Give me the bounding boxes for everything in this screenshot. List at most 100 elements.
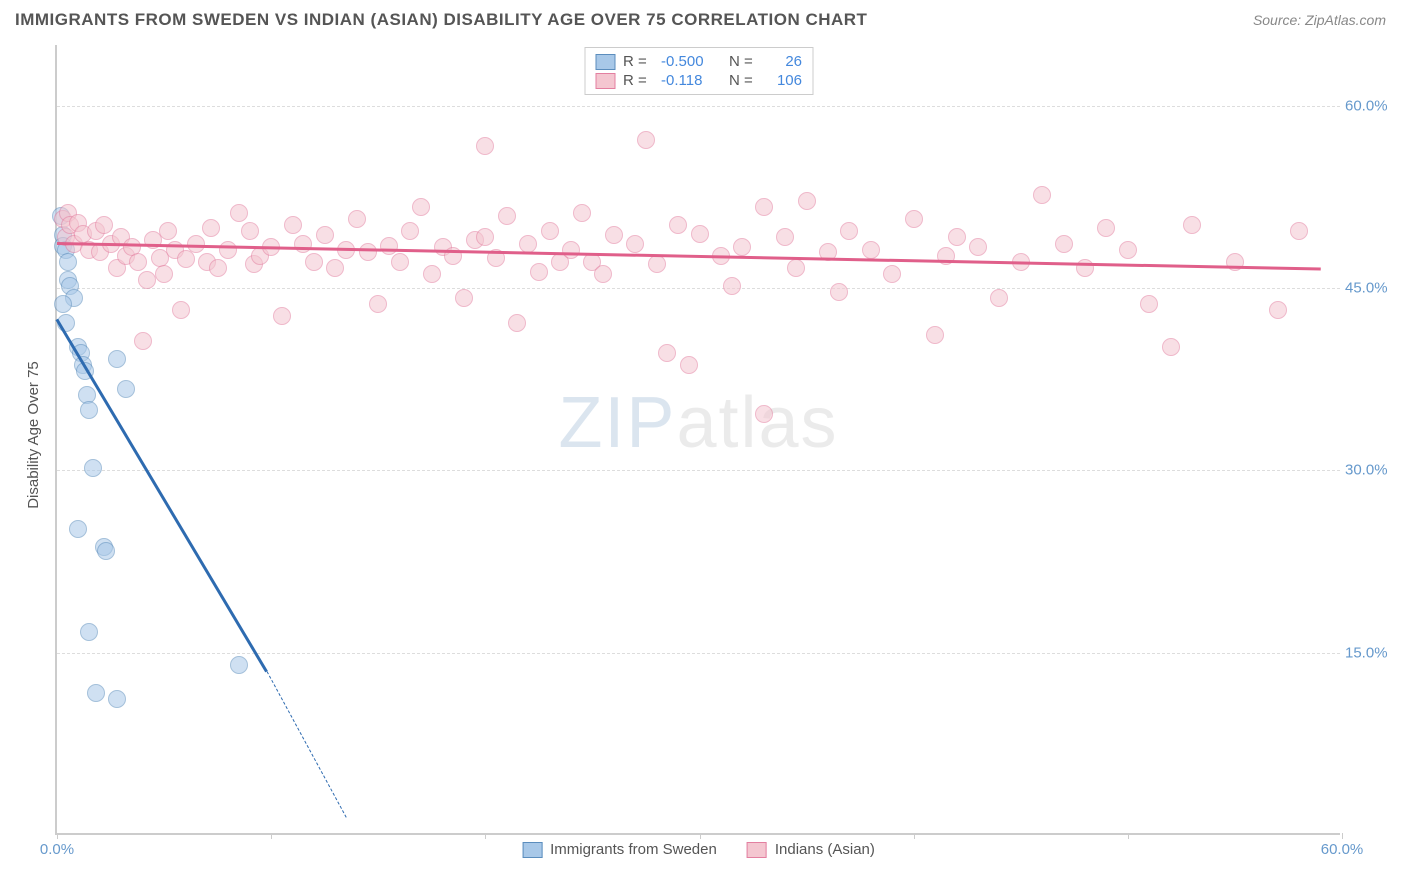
data-point (230, 656, 248, 674)
data-point (159, 222, 177, 240)
data-point (284, 216, 302, 234)
data-point (883, 265, 901, 283)
y-tick-label: 30.0% (1345, 462, 1395, 479)
data-point (187, 235, 205, 253)
data-point (1076, 259, 1094, 277)
data-point (1119, 241, 1137, 259)
data-point (108, 690, 126, 708)
n-value: 106 (767, 72, 802, 89)
data-point (519, 235, 537, 253)
data-point (787, 259, 805, 277)
x-tick-label: 60.0% (1321, 841, 1364, 858)
legend-series: Immigrants from Sweden Indians (Asian) (522, 841, 875, 858)
x-tick-label: 0.0% (40, 841, 74, 858)
data-point (755, 405, 773, 423)
data-point (138, 271, 156, 289)
legend-correlation: R = -0.500 N = 26R = -0.118 N = 106 (584, 47, 813, 95)
y-tick-label: 60.0% (1345, 97, 1395, 114)
data-point (155, 265, 173, 283)
data-point (905, 210, 923, 228)
n-value: 26 (767, 53, 802, 70)
legend-swatch (595, 73, 615, 89)
legend-correlation-row: R =-0.500N =26 (595, 52, 802, 71)
data-point (969, 238, 987, 256)
data-point (1269, 301, 1287, 319)
x-tick (57, 833, 58, 839)
data-point (455, 289, 473, 307)
data-point (541, 222, 559, 240)
data-point (862, 241, 880, 259)
gridline (57, 288, 1340, 289)
data-point (59, 253, 77, 271)
data-point (117, 380, 135, 398)
legend-series-label: Immigrants from Sweden (550, 841, 717, 858)
data-point (1055, 235, 1073, 253)
data-point (1183, 216, 1201, 234)
gridline (57, 470, 1340, 471)
data-point (990, 289, 1008, 307)
data-point (1097, 219, 1115, 237)
data-point (830, 283, 848, 301)
data-point (401, 222, 419, 240)
n-label: N = (729, 72, 759, 89)
data-point (926, 326, 944, 344)
data-point (658, 344, 676, 362)
data-point (80, 623, 98, 641)
legend-swatch (595, 54, 615, 70)
x-tick (700, 833, 701, 839)
data-point (108, 350, 126, 368)
data-point (230, 204, 248, 222)
data-point (294, 235, 312, 253)
legend-series-item: Immigrants from Sweden (522, 841, 717, 858)
legend-swatch (747, 842, 767, 858)
data-point (948, 228, 966, 246)
r-value: -0.500 (661, 53, 721, 70)
data-point (172, 301, 190, 319)
legend-swatch (522, 842, 542, 858)
watermark-atlas: atlas (676, 383, 838, 463)
trend-line (56, 319, 268, 673)
data-point (669, 216, 687, 234)
data-point (209, 259, 227, 277)
data-point (391, 253, 409, 271)
data-point (369, 295, 387, 313)
data-point (87, 684, 105, 702)
x-tick (1342, 833, 1343, 839)
data-point (648, 255, 666, 273)
data-point (476, 137, 494, 155)
data-point (562, 241, 580, 259)
data-point (637, 131, 655, 149)
data-point (241, 222, 259, 240)
data-point (573, 204, 591, 222)
legend-series-label: Indians (Asian) (775, 841, 875, 858)
data-point (1162, 338, 1180, 356)
x-tick (914, 833, 915, 839)
y-axis-label: Disability Age Over 75 (25, 361, 42, 509)
gridline (57, 653, 1340, 654)
r-value: -0.118 (661, 72, 721, 89)
chart-title: IMMIGRANTS FROM SWEDEN VS INDIAN (ASIAN)… (15, 10, 867, 30)
watermark-zip: ZIP (558, 383, 676, 463)
data-point (326, 259, 344, 277)
data-point (1290, 222, 1308, 240)
chart-container: Disability Age Over 75 ZIPatlas R = -0.50… (0, 35, 1406, 875)
trend-line-extrapolated (266, 671, 346, 817)
data-point (755, 198, 773, 216)
data-point (54, 295, 72, 313)
data-point (177, 250, 195, 268)
data-point (305, 253, 323, 271)
x-tick (485, 833, 486, 839)
header: IMMIGRANTS FROM SWEDEN VS INDIAN (ASIAN)… (0, 0, 1406, 35)
data-point (691, 225, 709, 243)
data-point (723, 277, 741, 295)
data-point (423, 265, 441, 283)
source-label: Source: ZipAtlas.com (1253, 12, 1386, 28)
data-point (202, 219, 220, 237)
data-point (626, 235, 644, 253)
data-point (97, 542, 115, 560)
plot-area: ZIPatlas R =-0.500N =26R =-0.118N =106 I… (55, 45, 1340, 835)
r-label: R = (623, 53, 653, 70)
legend-correlation-row: R = -0.118 N = 106 (595, 71, 802, 90)
r-label: R = (623, 72, 653, 89)
data-point (129, 253, 147, 271)
